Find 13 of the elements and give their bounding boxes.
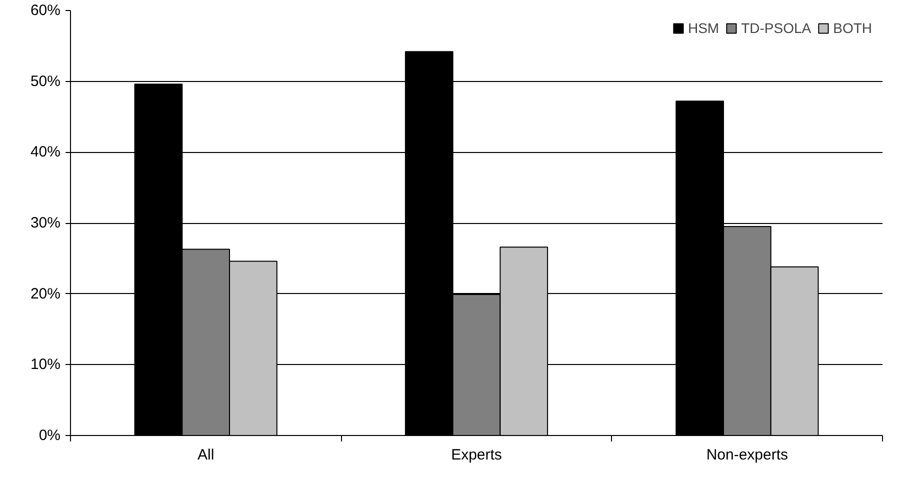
y-tick-label: 50% [30, 72, 61, 90]
y-tick-label: 0% [38, 427, 61, 444]
y-tick-label: 40% [30, 144, 61, 161]
x-tick-label: All [198, 446, 214, 464]
y-tick-label: 10% [30, 356, 61, 374]
legend-label: BOTH [833, 20, 872, 36]
y-tick-label: 60% [30, 2, 61, 19]
x-tick-label: Non-experts [706, 446, 788, 464]
legend-label: HSM [688, 20, 720, 36]
y-tick-label: 30% [30, 214, 61, 232]
legend-label: TD-PSOLA [741, 20, 812, 36]
x-tick-label: Experts [451, 446, 502, 464]
y-tick-label: 20% [30, 285, 61, 302]
